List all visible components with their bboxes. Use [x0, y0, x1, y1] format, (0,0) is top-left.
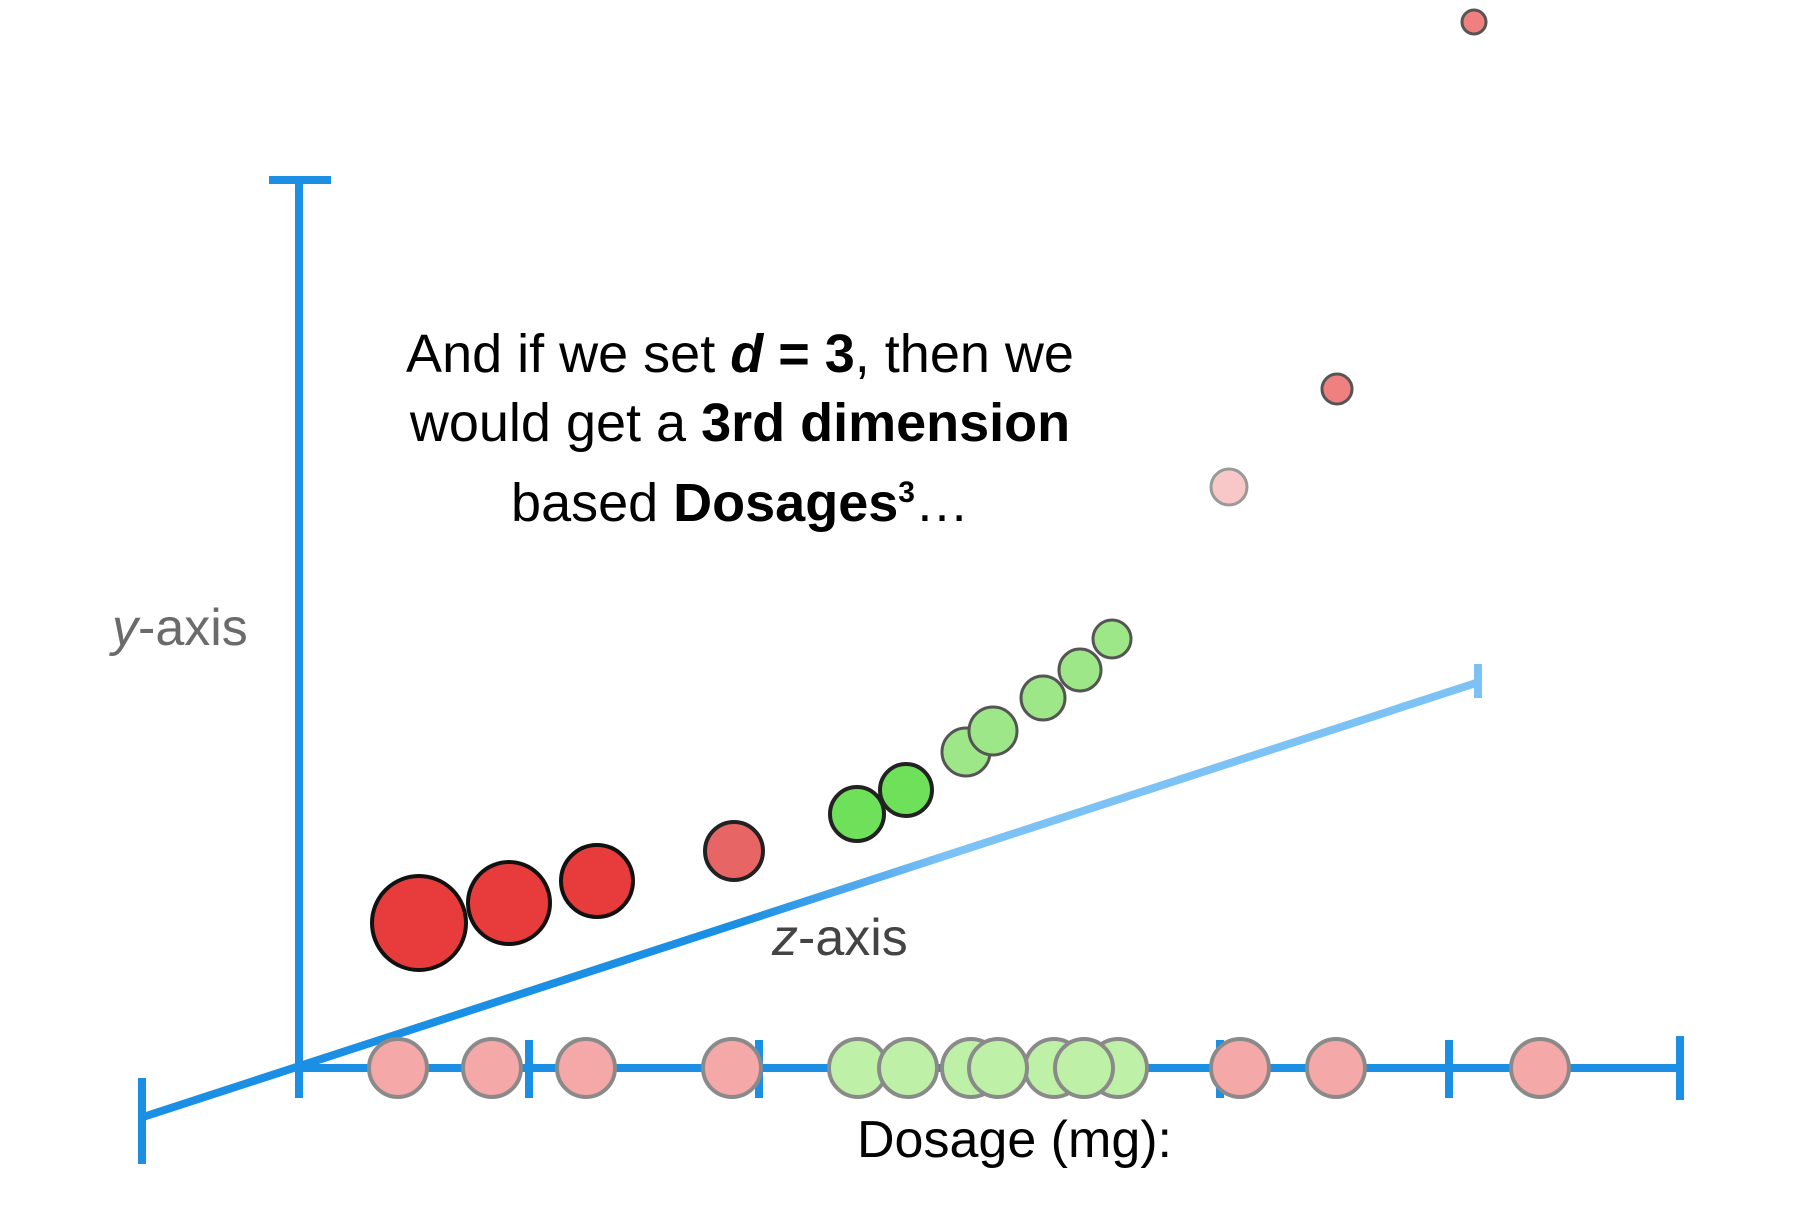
z-axis-label: z-axis — [772, 908, 908, 968]
cubed-point-red — [1320, 372, 1354, 406]
y-axis-suffix: -axis — [138, 599, 248, 657]
caption-text: And if we set d = 3, then we would get a… — [330, 320, 1150, 538]
cubed-dosage-points — [370, 8, 1488, 972]
z-axis-suffix: -axis — [798, 909, 908, 967]
dosage-point-green — [1053, 1037, 1115, 1099]
z-axis-line — [138, 679, 1478, 1122]
dosage-point-red — [461, 1037, 523, 1099]
caption-dosages: Dosages — [673, 473, 899, 533]
cubed-point-green — [1057, 647, 1103, 693]
caption-line3-pre: based — [511, 473, 674, 533]
y-axis-var: y — [112, 599, 138, 657]
cubed-point-red — [370, 874, 468, 972]
caption-line1-pre: And if we set — [406, 324, 731, 384]
z-axis-var: z — [772, 909, 798, 967]
dosage-point-red — [1305, 1037, 1367, 1099]
dosage-point-red — [1509, 1037, 1571, 1099]
dosage-point-red — [367, 1037, 429, 1099]
dosage-point-red — [555, 1037, 617, 1099]
caption-line1-post: , then we — [854, 324, 1074, 384]
caption-line2-pre: would get a — [409, 393, 702, 453]
cubed-point-green — [878, 762, 934, 818]
cubed-point-red — [1460, 8, 1488, 36]
cubed-point-green — [967, 705, 1019, 757]
cubed-point-red — [559, 843, 635, 919]
y-axis-label: y-axis — [112, 598, 248, 658]
cubed-point-green — [1091, 618, 1133, 660]
dosage-point-green — [877, 1037, 939, 1099]
caption-cube-exponent: 3 — [898, 476, 915, 509]
cubed-point-red — [1209, 467, 1249, 507]
x-axis-label: Dosage (mg): — [857, 1111, 1172, 1169]
cubed-point-red — [703, 820, 765, 882]
cubed-point-green — [828, 785, 886, 843]
caption-d-value: = 3 — [763, 324, 855, 384]
caption-3rd-dimension: 3rd dimension — [701, 393, 1071, 453]
caption-ellipsis: … — [914, 473, 969, 533]
dosage-point-green — [967, 1037, 1029, 1099]
cubed-point-red — [466, 860, 552, 946]
caption-d-variable: d — [730, 324, 764, 384]
dosage-point-red — [701, 1037, 763, 1099]
cubed-point-green — [1019, 674, 1067, 722]
dosage-point-red — [1209, 1037, 1271, 1099]
dosage-points — [367, 1037, 1571, 1099]
